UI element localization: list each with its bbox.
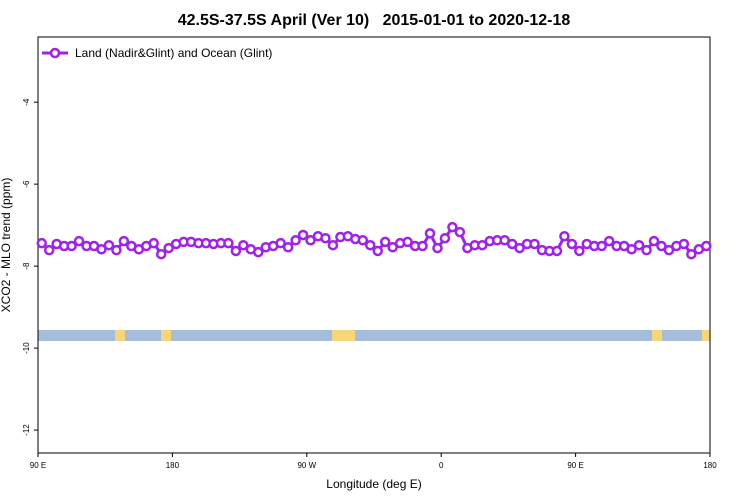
land-patch bbox=[115, 330, 125, 341]
data-point bbox=[282, 242, 294, 253]
data-point bbox=[103, 239, 115, 251]
data-point bbox=[574, 245, 585, 257]
data-point bbox=[402, 236, 413, 248]
y-axis-label: XCO2 - MLO trend (ppm) bbox=[0, 178, 13, 313]
data-point bbox=[372, 245, 383, 257]
legend-label: Land (Nadir&Glint) and Ocean (Glint) bbox=[75, 46, 272, 60]
y-tick-label: -8 bbox=[22, 262, 31, 270]
land-patch bbox=[702, 330, 710, 341]
data-point bbox=[223, 237, 234, 249]
data-point bbox=[43, 244, 55, 256]
data-point bbox=[432, 242, 443, 254]
data-point bbox=[155, 248, 167, 260]
land-patch bbox=[332, 330, 355, 341]
data-point bbox=[656, 240, 667, 252]
data-point bbox=[447, 221, 458, 233]
x-tick-label: 90 E bbox=[30, 461, 46, 470]
data-point bbox=[327, 239, 339, 251]
y-tick-label: -6 bbox=[22, 180, 31, 188]
data-point bbox=[439, 232, 451, 244]
data-point bbox=[96, 244, 107, 255]
data-point bbox=[66, 240, 77, 252]
data-point bbox=[551, 245, 563, 257]
data-point bbox=[686, 248, 697, 260]
data-point bbox=[417, 240, 428, 252]
data-point bbox=[305, 235, 316, 246]
chart-title: 42.5S-37.5S April (Ver 10) 2015-01-01 to… bbox=[178, 12, 571, 29]
data-point bbox=[163, 242, 174, 254]
ocean-band bbox=[38, 330, 710, 341]
data-point bbox=[379, 236, 391, 248]
surface-band bbox=[38, 330, 710, 341]
data-point bbox=[663, 244, 675, 256]
data-point bbox=[603, 235, 615, 247]
data-point bbox=[626, 244, 637, 255]
data-point bbox=[701, 240, 712, 252]
data-point bbox=[641, 244, 652, 256]
x-axis-label: Longitude (deg E) bbox=[326, 477, 421, 491]
data-point bbox=[633, 239, 645, 251]
data-point bbox=[424, 228, 436, 239]
data-point bbox=[290, 235, 301, 246]
data-point bbox=[238, 239, 249, 251]
data-point bbox=[73, 235, 85, 247]
data-point bbox=[357, 235, 369, 246]
data-point bbox=[514, 242, 525, 254]
land-patch bbox=[161, 330, 171, 341]
data-point bbox=[678, 238, 690, 250]
data-point bbox=[529, 238, 540, 250]
data-point bbox=[648, 235, 660, 247]
x-tick-label: 180 bbox=[166, 461, 180, 470]
legend-marker bbox=[49, 47, 61, 59]
data-point bbox=[559, 230, 570, 242]
y-tick-label: -12 bbox=[22, 424, 31, 436]
data-point bbox=[297, 229, 309, 241]
x-tick-label: 180 bbox=[703, 461, 717, 470]
data-point bbox=[596, 240, 607, 252]
land-patch bbox=[652, 330, 662, 341]
data-point bbox=[230, 245, 242, 257]
data-point bbox=[253, 246, 264, 258]
y-tick-label: -4 bbox=[22, 98, 31, 106]
x-tick-label: 0 bbox=[439, 461, 444, 470]
data-point bbox=[454, 226, 466, 238]
data-point bbox=[36, 237, 47, 249]
data-point bbox=[111, 244, 122, 256]
data-point bbox=[275, 237, 286, 249]
data-point bbox=[477, 239, 488, 251]
y-tick-label: -10 bbox=[22, 342, 31, 354]
data-point bbox=[387, 242, 398, 253]
x-tick-label: 90 E bbox=[567, 461, 583, 470]
data-point bbox=[506, 238, 518, 250]
data-point bbox=[566, 238, 578, 250]
data-point bbox=[148, 237, 159, 249]
data-point bbox=[365, 239, 376, 251]
x-tick-label: 90 W bbox=[297, 461, 316, 470]
data-point bbox=[118, 235, 130, 247]
data-point bbox=[320, 232, 331, 244]
